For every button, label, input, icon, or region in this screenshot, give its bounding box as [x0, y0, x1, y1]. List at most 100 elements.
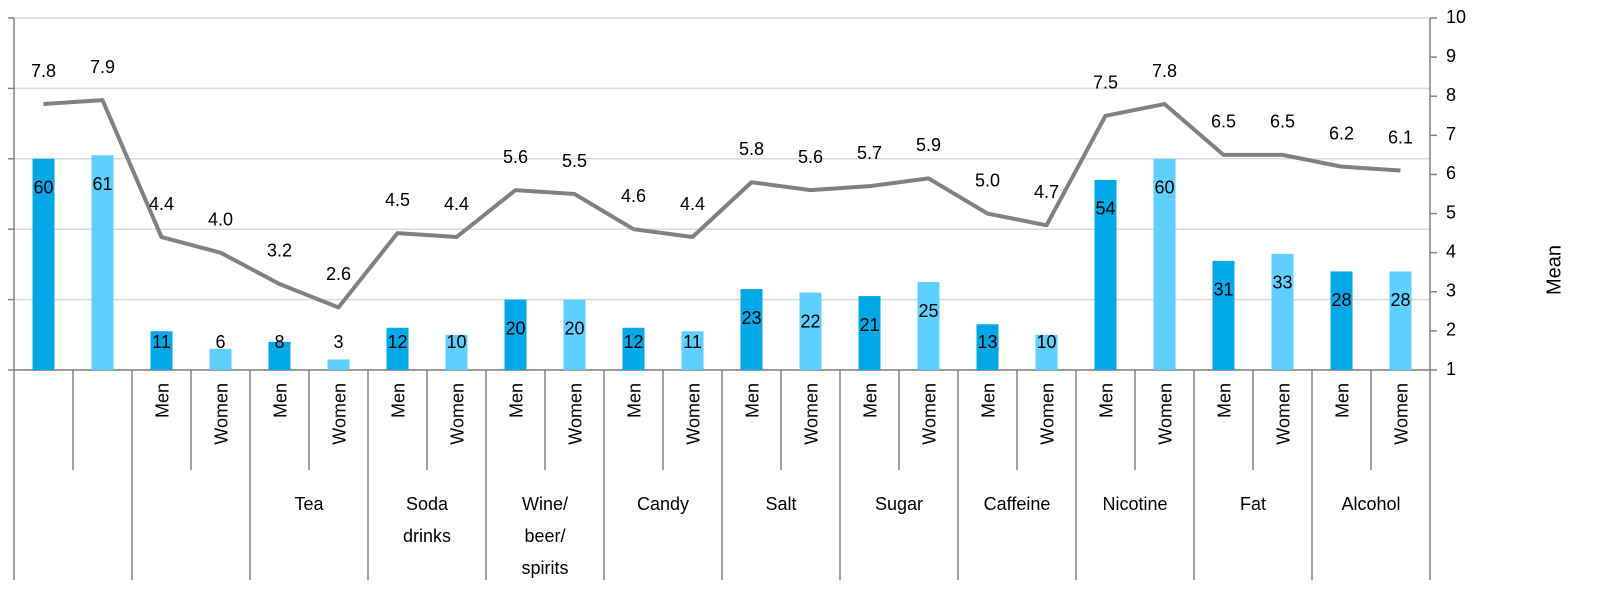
bar-value-label: 54	[1095, 199, 1115, 219]
x-tick-label: Women	[801, 383, 821, 445]
bar	[327, 359, 350, 370]
bar-value-label: 25	[918, 301, 938, 321]
x-tick-label: Women	[565, 383, 585, 445]
bar-value-label: 60	[1154, 178, 1174, 198]
line-value-label: 5.9	[916, 135, 941, 155]
bar-value-label: 22	[800, 311, 820, 331]
x-tick-label: Women	[683, 383, 703, 445]
bar	[1035, 334, 1058, 370]
y2-tick-label: 8	[1446, 85, 1456, 105]
bar	[445, 334, 468, 370]
bar	[1389, 271, 1412, 370]
line-value-label: 6.1	[1388, 127, 1413, 147]
group-label: Salt	[765, 494, 796, 514]
bar	[681, 331, 704, 370]
line-value-label: 4.4	[444, 194, 469, 214]
line-value-label: 5.0	[975, 170, 1000, 190]
y2-tick-label: 2	[1446, 320, 1456, 340]
bar	[858, 296, 881, 370]
bar-value-label: 20	[564, 318, 584, 338]
y2-tick-label: 7	[1446, 124, 1456, 144]
x-tick-label: Men	[1096, 383, 1116, 418]
y2-tick-label: 1	[1446, 359, 1456, 379]
x-tick-label: Men	[506, 383, 526, 418]
x-tick-label: Men	[1214, 383, 1234, 418]
group-label: Fat	[1240, 494, 1266, 514]
bar	[799, 292, 822, 370]
bar	[563, 299, 586, 370]
y2-tick-label: 6	[1446, 163, 1456, 183]
bar	[91, 155, 114, 370]
x-tick-label: Women	[211, 383, 231, 445]
x-tick-label: Women	[1037, 383, 1057, 445]
bar-value-label: 21	[859, 315, 879, 335]
line-value-label: 6.5	[1211, 112, 1236, 132]
group-label: Alcohol	[1341, 494, 1400, 514]
line-value-label: 6.5	[1270, 112, 1295, 132]
bar-value-label: 60	[33, 178, 53, 198]
bar	[976, 324, 999, 370]
line-value-label: 5.8	[739, 139, 764, 159]
bar	[1094, 179, 1117, 370]
bar-value-label: 20	[505, 318, 525, 338]
line-value-label: 6.2	[1329, 123, 1354, 143]
line-value-label: 3.2	[267, 241, 292, 261]
bar-value-label: 23	[741, 308, 761, 328]
x-tick-label: Men	[742, 383, 762, 418]
bar	[268, 341, 291, 370]
x-tick-label: Men	[388, 383, 408, 418]
line-value-label: 4.5	[385, 190, 410, 210]
bar-value-label: 28	[1331, 290, 1351, 310]
bar-value-label: 28	[1390, 290, 1410, 310]
x-tick-label: Men	[624, 383, 644, 418]
bar	[1330, 271, 1353, 370]
x-tick-label: Women	[1391, 383, 1411, 445]
group-label: Caffeine	[984, 494, 1051, 514]
y2-tick-label: 3	[1446, 281, 1456, 301]
bar	[1271, 253, 1294, 370]
bar	[209, 348, 232, 370]
bar-value-label: 11	[683, 332, 702, 352]
line-value-label: 2.6	[326, 264, 351, 284]
bar	[1153, 158, 1176, 370]
line-value-label: 5.6	[798, 147, 823, 167]
y2-tick-label: 10	[1446, 7, 1466, 27]
y2-tick-label: 5	[1446, 202, 1456, 222]
bar	[1212, 260, 1235, 370]
line-value-label: 5.7	[857, 143, 882, 163]
bar-value-label: 6	[215, 332, 225, 352]
bar-value-label: 8	[274, 332, 284, 352]
bar	[504, 299, 527, 370]
line-value-label: 7.8	[1152, 61, 1177, 81]
bar	[622, 327, 645, 370]
line-value-label: 5.5	[562, 151, 587, 171]
x-tick-label: Women	[1273, 383, 1293, 445]
x-tick-label: Women	[447, 383, 467, 445]
bar-value-label: 12	[387, 332, 407, 352]
group-label: Soda drinks	[403, 494, 451, 546]
line-value-label: 4.7	[1034, 182, 1059, 202]
bar-value-label: 33	[1272, 273, 1292, 293]
bar-value-label: 10	[446, 332, 466, 352]
bar	[917, 282, 940, 370]
bar	[386, 327, 409, 370]
group-label: Candy	[637, 494, 689, 514]
line-value-label: 7.8	[31, 61, 56, 81]
bar	[150, 331, 173, 370]
bar-value-label: 13	[977, 332, 997, 352]
line-value-label: 4.0	[208, 209, 233, 229]
y2-tick-label: 9	[1446, 46, 1456, 66]
bar	[32, 158, 55, 370]
x-tick-label: Women	[919, 383, 939, 445]
line-value-label: 7.5	[1093, 73, 1118, 93]
line	[43, 98, 1401, 310]
bar-value-label: 31	[1213, 280, 1233, 300]
bar-value-label: 3	[333, 332, 343, 352]
x-tick-label: Women	[1155, 383, 1175, 445]
x-tick-label: Women	[329, 383, 349, 445]
bar-value-label: 12	[623, 332, 643, 352]
group-label: Sugar	[875, 494, 923, 514]
line-value-label: 4.4	[680, 194, 705, 214]
x-tick-label: Men	[978, 383, 998, 418]
